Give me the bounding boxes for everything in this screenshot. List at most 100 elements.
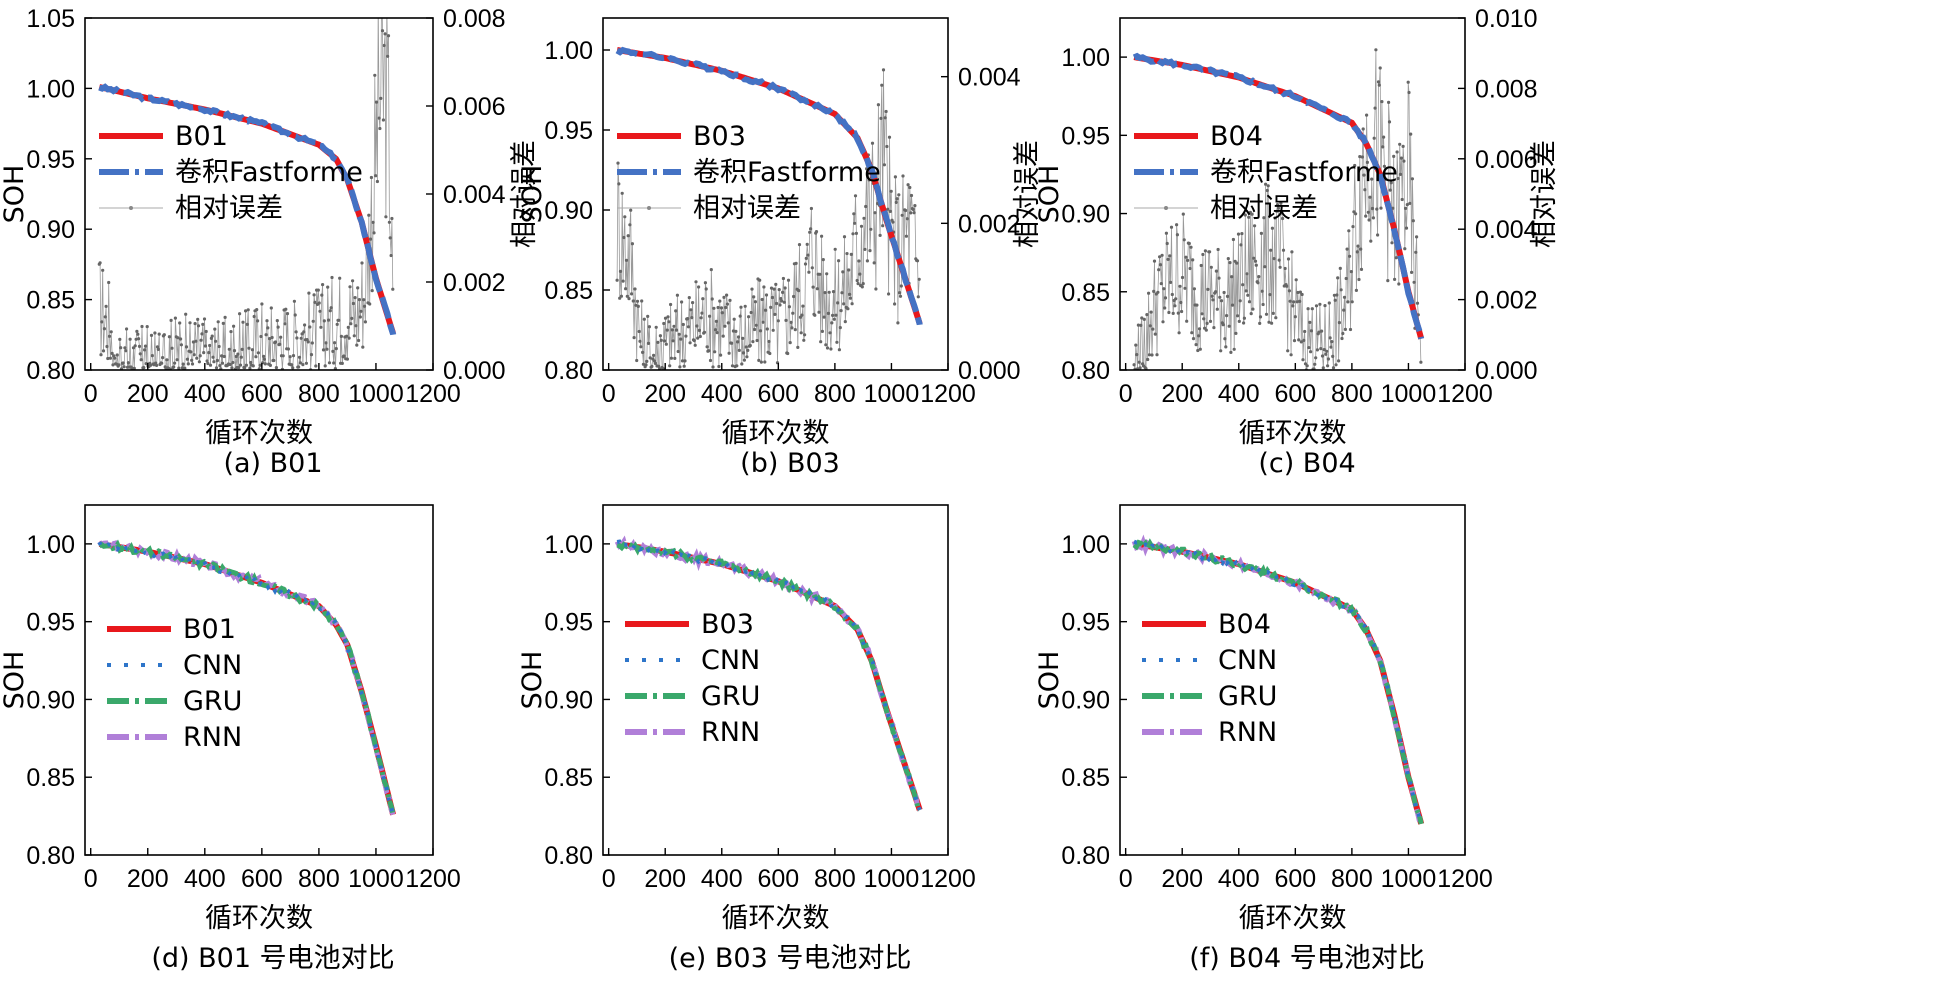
relative-error-point	[1322, 348, 1326, 352]
relative-error-point	[1314, 304, 1319, 308]
relative-error-point	[1158, 255, 1162, 259]
relative-error-point	[1175, 233, 1179, 237]
relative-error-point	[1393, 277, 1397, 281]
relative-error-point	[843, 320, 847, 324]
series-fastformer	[98, 83, 397, 336]
relative-error-point	[781, 290, 785, 294]
relative-error-point	[810, 266, 814, 270]
relative-error-point	[334, 347, 338, 351]
relative-error-point	[1201, 252, 1205, 257]
relative-error-point	[139, 358, 143, 362]
x-tick-label: 1200	[1437, 380, 1493, 408]
relative-error-point	[879, 116, 883, 120]
relative-error-point	[1335, 293, 1339, 297]
relative-error-point	[1197, 334, 1201, 338]
relative-error-point	[165, 358, 169, 362]
relative-error-point	[776, 319, 780, 323]
relative-error-point	[656, 340, 660, 344]
relative-error-point	[887, 292, 891, 296]
relative-error-point	[203, 344, 207, 348]
relative-error-point	[882, 163, 887, 167]
relative-error-point	[327, 318, 331, 322]
relative-error-point	[328, 309, 332, 313]
relative-error-point	[1336, 276, 1340, 280]
relative-error-point	[252, 314, 256, 319]
relative-error-point	[858, 272, 862, 276]
relative-error-point	[771, 328, 775, 332]
relative-error-point	[356, 286, 360, 290]
relative-error-point	[878, 233, 882, 237]
relative-error-point	[1307, 346, 1311, 350]
relative-error-point	[896, 321, 900, 325]
relative-error-point	[667, 320, 671, 324]
relative-error-point	[1331, 366, 1336, 370]
relative-error-point	[1195, 303, 1199, 307]
relative-error-point	[710, 297, 714, 301]
relative-error-point	[119, 346, 123, 350]
relative-error-point	[692, 338, 696, 343]
relative-error-point	[1362, 173, 1366, 177]
series-b03	[616, 540, 923, 811]
relative-error-point	[842, 302, 846, 306]
relative-error-point	[1313, 362, 1317, 366]
relative-error-point	[622, 235, 626, 240]
relative-error-point	[888, 209, 892, 213]
relative-error-point	[662, 321, 666, 326]
relative-error-point	[379, 96, 383, 100]
relative-error-point	[848, 292, 852, 296]
x-axis-label: 循环次数	[1239, 418, 1347, 449]
y-tick-label: 0.90	[544, 686, 593, 714]
relative-error-point	[744, 345, 748, 349]
relative-error-point	[1256, 281, 1260, 285]
y-tick-label: 0.95	[26, 146, 75, 174]
relative-error-point	[635, 299, 640, 303]
relative-error-point	[1379, 206, 1383, 210]
relative-error-point	[1401, 144, 1405, 148]
relative-error-point	[361, 345, 365, 349]
relative-error-point	[323, 364, 327, 368]
y2-tick-label: 0.010	[1475, 5, 1538, 33]
relative-error-point	[725, 293, 729, 297]
relative-error-point	[823, 291, 827, 295]
relative-error-point	[841, 270, 845, 274]
relative-error-point	[1387, 100, 1391, 104]
relative-error-point	[308, 325, 312, 329]
relative-error-point	[849, 252, 853, 256]
relative-error-point	[891, 220, 895, 224]
relative-error-point	[283, 322, 287, 326]
relative-error-point	[1169, 225, 1174, 229]
relative-error-point	[107, 334, 112, 338]
relative-error-point	[150, 354, 154, 358]
relative-error-point	[863, 247, 867, 251]
relative-error-point	[800, 313, 804, 317]
relative-error-point	[388, 236, 392, 240]
relative-error-point	[369, 175, 373, 180]
relative-error-point	[646, 341, 651, 345]
relative-error-point	[327, 361, 332, 365]
relative-error-point	[220, 354, 224, 358]
legend-gru-label: GRU	[183, 686, 242, 717]
relative-error-point	[363, 320, 367, 324]
relative-error-point	[1230, 303, 1235, 307]
relative-error-point	[183, 366, 187, 370]
relative-error-point	[155, 345, 160, 349]
y-tick-label: 0.95	[26, 609, 75, 637]
relative-error-point	[797, 243, 802, 247]
relative-error-point	[641, 362, 646, 366]
relative-error-point	[641, 350, 645, 354]
relative-error-point	[1414, 250, 1418, 254]
relative-error-point	[763, 360, 767, 364]
relative-error-point	[1214, 269, 1218, 273]
relative-error-point	[288, 355, 292, 359]
x-tick-label: 400	[184, 380, 226, 408]
relative-error-point	[1330, 340, 1334, 344]
relative-error-point	[625, 294, 629, 298]
relative-error-point	[827, 290, 831, 294]
relative-error-point	[835, 340, 839, 344]
relative-error-point	[1180, 309, 1184, 314]
relative-error-point	[1300, 292, 1304, 297]
relative-error-point	[713, 350, 717, 354]
relative-error-point	[820, 329, 825, 333]
relative-error-point	[1299, 340, 1303, 344]
relative-error-point	[1178, 284, 1182, 288]
